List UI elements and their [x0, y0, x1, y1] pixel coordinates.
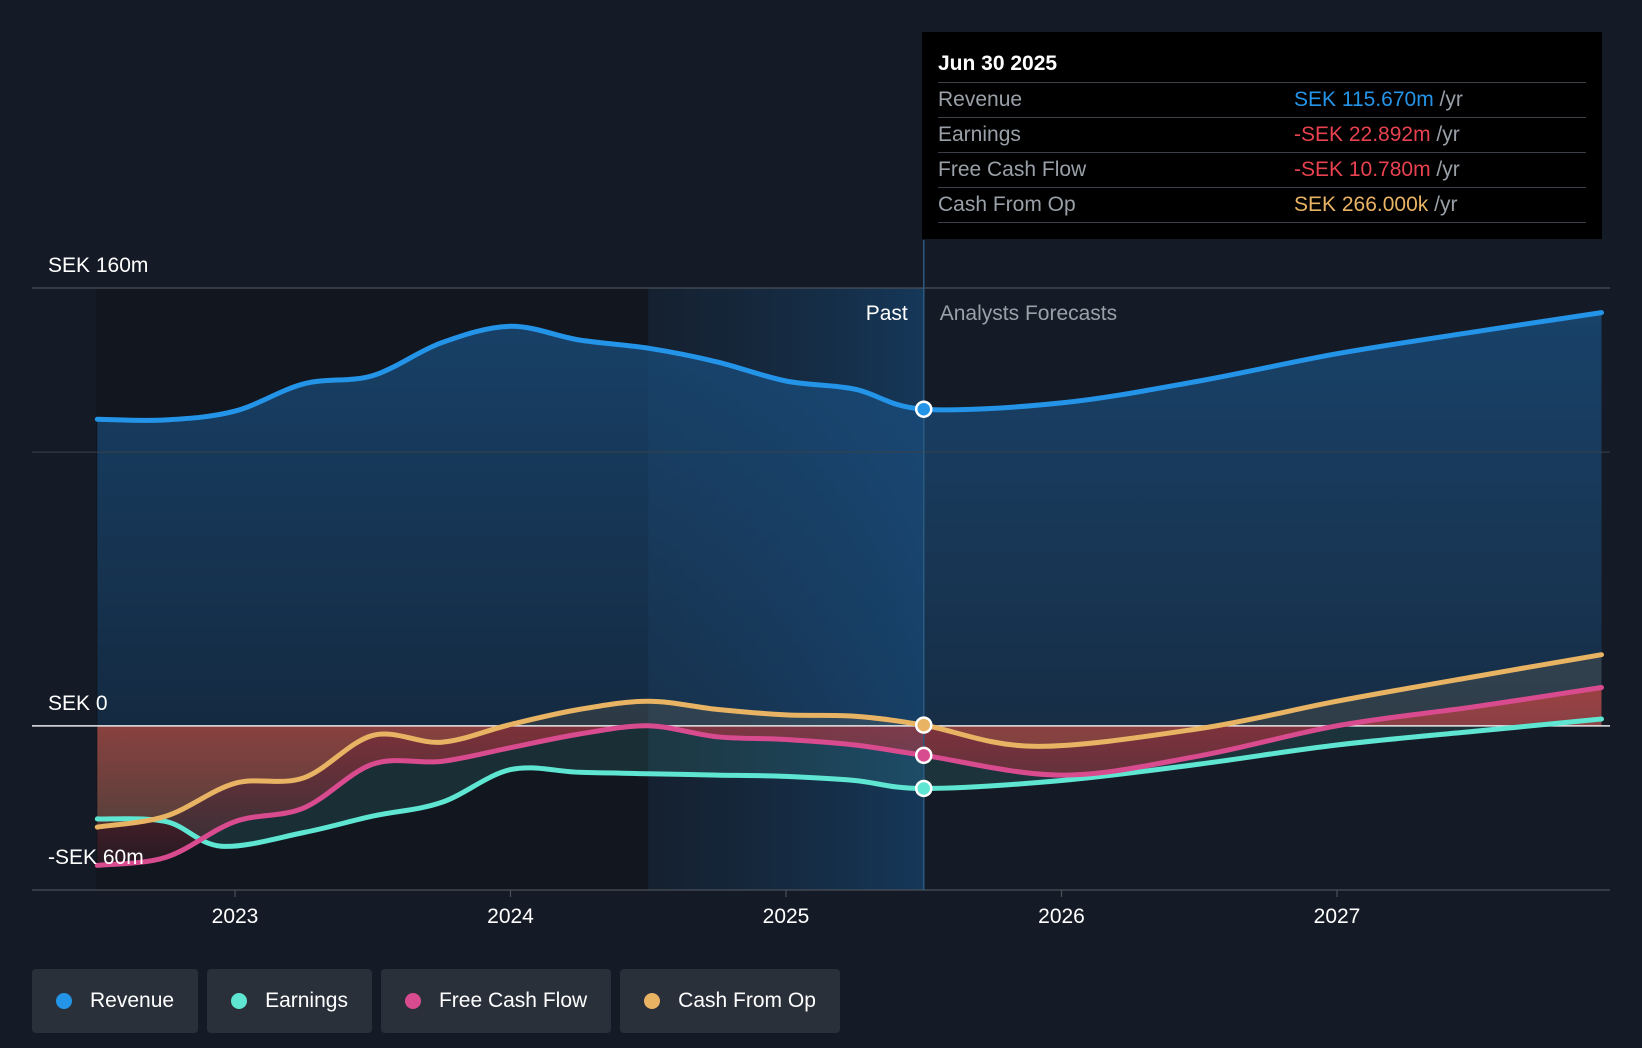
tooltip-label: Cash From Op [938, 193, 1076, 216]
legend-label: Cash From Op [678, 989, 816, 1012]
tooltip-value: SEK 266.000k [1294, 193, 1429, 216]
tooltip-unit: /yr [1436, 158, 1460, 181]
tooltip-unit: /yr [1434, 193, 1458, 216]
legend-item-cash-from-op[interactable]: Cash From Op [620, 969, 840, 1033]
legend-label: Revenue [90, 989, 175, 1012]
tooltip-row-cash-from-op: Cash From Op SEK 266.000k /yr [938, 188, 1586, 223]
tooltip-unit: /yr [1436, 123, 1460, 146]
marker-earnings [915, 779, 933, 798]
tooltip-value-wrap: -SEK 22.892m /yr [1294, 118, 1460, 152]
tooltip-label: Free Cash Flow [938, 158, 1087, 181]
past-label: Past [866, 302, 908, 325]
legend-label: Free Cash Flow [438, 989, 588, 1012]
legend-item-earnings[interactable]: Earnings [207, 969, 372, 1033]
x-tick-label: 2024 [487, 905, 534, 928]
y-axis-label: -SEK 60m [48, 846, 144, 869]
tooltip-value-wrap: SEK 115.670m /yr [1294, 83, 1463, 117]
x-tick-label: 2025 [763, 905, 810, 928]
marker-revenue [915, 400, 933, 418]
tooltip-unit: /yr [1439, 88, 1463, 111]
x-tick-label: 2026 [1038, 905, 1085, 928]
tooltip-date: Jun 30 2025 [938, 46, 1586, 83]
tooltip-value: -SEK 22.892m [1294, 123, 1431, 146]
tooltip-row-free-cash-flow: Free Cash Flow -SEK 10.780m /yr [938, 153, 1586, 188]
legend-item-free-cash-flow[interactable]: Free Cash Flow [380, 969, 612, 1033]
marker-cash-from-op [915, 716, 933, 734]
line-earnings [94, 716, 1604, 849]
legend-dot-icon [404, 993, 421, 1009]
tooltip-value: -SEK 10.780m [1294, 158, 1431, 181]
tooltip: Jun 30 2025 Revenue SEK 115.670m /yr Ear… [922, 32, 1602, 239]
legend-item-revenue[interactable]: Revenue [32, 969, 199, 1033]
line-free-cash-flow [94, 685, 1604, 868]
tooltip-row-earnings: Earnings -SEK 22.892m /yr [938, 118, 1586, 153]
legend-dot-icon [56, 993, 72, 1009]
marker-free-cash-flow [915, 746, 933, 765]
area-revenue [97, 312, 1602, 726]
legend-dot-icon [644, 993, 661, 1009]
line-revenue [94, 310, 1604, 423]
tooltip-row-revenue: Revenue SEK 115.670m /yr [938, 83, 1586, 118]
line-cash-from-op [94, 652, 1604, 830]
x-tick-label: 2023 [212, 905, 259, 928]
y-axis-label: SEK 0 [48, 692, 108, 715]
tooltip-label: Earnings [938, 123, 1021, 146]
tooltip-label: Revenue [938, 88, 1023, 111]
tooltip-value: SEK 115.670m [1294, 88, 1434, 111]
x-tick-label: 2027 [1314, 905, 1361, 928]
tooltip-value-wrap: SEK 266.000k /yr [1294, 188, 1457, 222]
legend-dot-icon [231, 993, 248, 1009]
tooltip-value-wrap: -SEK 10.780m /yr [1294, 153, 1460, 187]
y-axis-label: SEK 160m [48, 254, 148, 277]
legend: Revenue Earnings Free Cash Flow Cash Fro… [32, 969, 840, 1033]
legend-label: Earnings [265, 989, 348, 1012]
area-free-cash-flow [97, 687, 1602, 866]
forecast-label: Analysts Forecasts [940, 302, 1117, 325]
